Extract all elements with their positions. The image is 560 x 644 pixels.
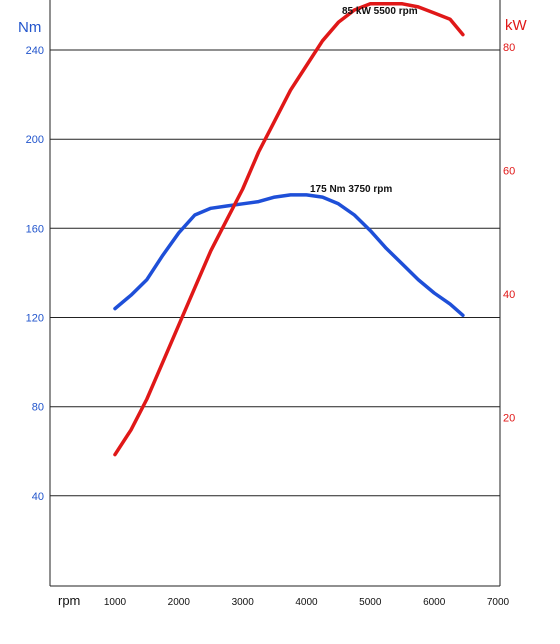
x-tick-label: 1000 [104, 597, 127, 608]
x-tick-label: 4000 [295, 597, 318, 608]
right-axis-ticks: 20 40 60 80 [503, 42, 515, 425]
series-lines [113, 2, 465, 457]
power-peak-annotation: 85 kW 5500 rpm [342, 6, 418, 17]
y-left-tick-label: 40 [32, 491, 44, 503]
torque-curve [113, 193, 465, 318]
y-right-unit-label: kW [505, 17, 528, 34]
x-tick-label: 6000 [423, 597, 446, 608]
x-tick-label: 7000 [487, 597, 510, 608]
y-left-tick-label: 160 [26, 223, 44, 235]
x-axis-ticks: 1000 2000 3000 4000 5000 6000 7000 [104, 597, 510, 608]
y-left-tick-label: 200 [26, 134, 44, 146]
y-right-tick-label: 60 [503, 166, 515, 178]
x-tick-label: 3000 [232, 597, 255, 608]
x-tick-label: 2000 [168, 597, 191, 608]
x-tick-label: 5000 [359, 597, 382, 608]
y-right-tick-label: 40 [503, 289, 515, 301]
left-axis-ticks: 40 80 120 160 200 240 [26, 45, 44, 503]
y-left-unit-label: Nm [18, 19, 41, 36]
y-left-tick-label: 80 [32, 402, 44, 414]
y-right-tick-label: 80 [503, 42, 515, 54]
power-curve [113, 2, 465, 457]
y-left-tick-label: 120 [26, 313, 44, 325]
grid-lines [50, 49, 500, 497]
y-right-tick-label: 20 [503, 413, 515, 425]
y-left-tick-label: 240 [26, 45, 44, 57]
x-unit-label: rpm [58, 593, 80, 608]
torque-peak-annotation: 175 Nm 3750 rpm [310, 184, 392, 195]
plot-area [50, 0, 500, 588]
